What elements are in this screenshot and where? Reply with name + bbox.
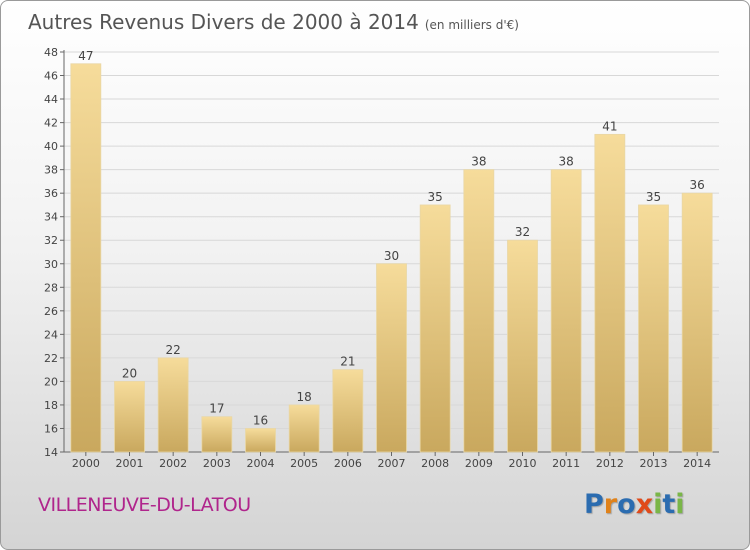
data-label: 21 [340,355,355,369]
bar [70,63,102,453]
y-tick-label: 38 [44,164,58,177]
x-tick-label: 2002 [159,457,187,470]
y-tick-label: 14 [44,446,58,459]
bar [201,416,233,453]
y-tick-label: 24 [44,328,58,341]
x-tick-label: 2000 [72,457,100,470]
logo-letter: i [653,489,663,520]
bar [681,192,713,453]
y-tick-label: 46 [44,70,58,83]
data-label: 20 [122,366,137,380]
x-tick-label: 2007 [378,457,406,470]
data-label: 38 [471,155,486,169]
y-tick-label: 42 [44,117,58,130]
bar [463,169,495,453]
data-label: 41 [602,119,617,133]
x-tick-label: 2013 [640,457,668,470]
data-label: 22 [166,343,181,357]
data-label: 35 [646,190,661,204]
y-tick-label: 20 [44,375,58,388]
data-label: 17 [209,402,224,416]
y-tick-label: 44 [44,93,58,106]
logo-letter: i [675,489,685,520]
y-tick-label: 34 [44,211,58,224]
x-tick-label: 2010 [509,457,537,470]
x-tick-label: 2011 [552,457,580,470]
bar [638,204,669,453]
data-label: 35 [428,190,443,204]
bar [114,381,145,453]
y-tick-label: 32 [44,234,58,247]
logo-letter: P [584,489,604,520]
logo-letter: t [662,489,676,520]
y-tick-label: 16 [44,422,58,435]
bar [245,428,276,453]
data-label: 16 [253,413,268,427]
logo-letter: r [603,489,618,520]
y-tick-label: 48 [44,46,58,59]
y-tick-label: 26 [44,305,58,318]
bar [507,239,538,453]
bar [419,204,451,453]
bar [157,357,189,453]
y-tick-label: 18 [44,399,58,412]
x-tick-label: 2014 [683,457,711,470]
x-tick-label: 2004 [247,457,275,470]
x-tick-label: 2003 [203,457,231,470]
chart-subtitle: (en milliers d'€) [424,18,519,32]
bar [288,404,320,453]
bar [550,169,582,453]
y-tick-label: 22 [44,352,58,365]
x-tick-label: 2012 [596,457,624,470]
x-tick-label: 2005 [290,457,318,470]
data-label: 38 [559,155,574,169]
logo-letter: o [617,489,636,520]
place-name: VILLENEUVE-DU-LATOU [38,494,251,516]
bar [594,133,626,453]
bar [332,369,364,453]
logo-letter: x [635,489,654,520]
x-tick-label: 2008 [421,457,449,470]
brand-logo: Proxiti [584,489,685,520]
x-tick-label: 2006 [334,457,362,470]
x-tick-label: 2009 [465,457,493,470]
data-label: 30 [384,249,399,263]
x-tick-label: 2001 [116,457,144,470]
data-label: 47 [78,49,93,63]
y-tick-label: 40 [44,140,58,153]
y-tick-label: 36 [44,187,58,200]
bar [376,263,407,453]
data-label: 32 [515,225,530,239]
y-tick-label: 28 [44,281,58,294]
title-text: Autres Revenus Divers de 2000 à 2014 [28,10,419,34]
y-tick-label: 30 [44,258,58,271]
data-label: 18 [297,390,312,404]
data-label: 36 [690,178,705,192]
chart-title: Autres Revenus Divers de 2000 à 2014 (en … [28,10,519,34]
